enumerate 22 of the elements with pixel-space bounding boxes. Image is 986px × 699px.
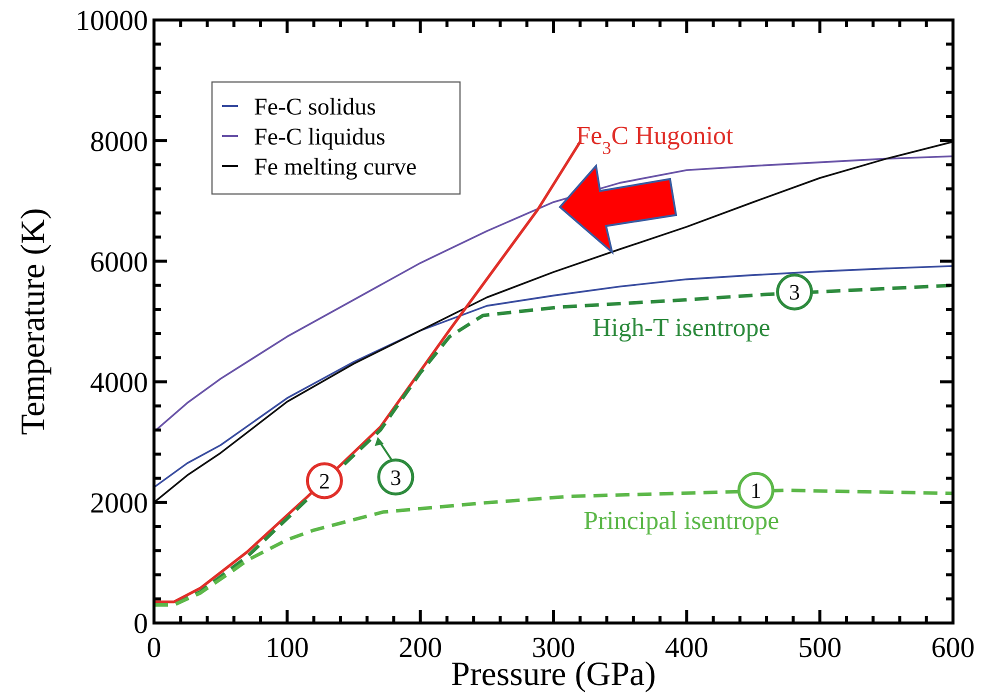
annotation: Fe$_{3}$C Hugoniot: [576, 120, 734, 158]
x-tick-label: 500: [798, 632, 842, 664]
legend-label: Fe melting curve: [254, 154, 417, 180]
y-tick-label: 2000: [90, 488, 148, 520]
legend-label: Fe-C liquidus: [254, 124, 386, 150]
y-tick-label: 8000: [90, 126, 148, 158]
x-tick-label: 200: [398, 632, 442, 664]
annotation: Principal isentrope: [583, 506, 780, 536]
x-tick-label: 100: [265, 632, 309, 664]
annotation: 2: [318, 468, 330, 494]
annotation: High-T isentrope: [592, 313, 770, 342]
x-tick-label: 400: [664, 632, 708, 664]
y-tick-label: 0: [134, 608, 148, 640]
y-tick-label: 6000: [90, 246, 148, 278]
annotation: 1: [750, 478, 762, 504]
x-tick-label: 600: [931, 632, 975, 664]
annotation: 3: [390, 464, 402, 490]
y-tick-label: 10000: [76, 5, 148, 38]
legend-label: Fe-C solidus: [254, 94, 376, 120]
annotation: 3: [789, 280, 800, 305]
y-tick-label: 4000: [90, 366, 148, 399]
y-axis-title: Temperature (K): [15, 208, 52, 435]
